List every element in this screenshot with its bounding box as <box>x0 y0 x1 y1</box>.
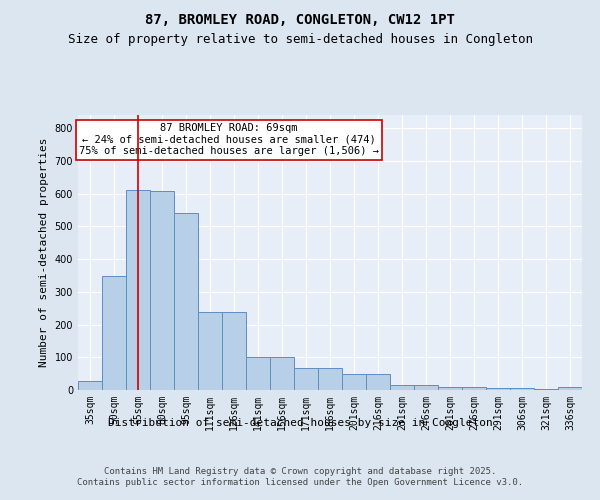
Bar <box>270 357 294 390</box>
Bar <box>366 374 390 390</box>
Bar <box>390 385 414 390</box>
Bar <box>438 386 462 390</box>
Text: Size of property relative to semi-detached houses in Congleton: Size of property relative to semi-detach… <box>67 32 533 46</box>
Bar <box>486 388 510 390</box>
Bar <box>174 213 198 390</box>
Bar <box>318 368 342 390</box>
Bar <box>222 312 246 390</box>
Bar <box>462 386 486 390</box>
Bar <box>126 190 150 390</box>
Bar <box>342 374 366 390</box>
Text: Distribution of semi-detached houses by size in Congleton: Distribution of semi-detached houses by … <box>107 418 493 428</box>
Bar <box>294 368 318 390</box>
Bar <box>78 381 102 390</box>
Y-axis label: Number of semi-detached properties: Number of semi-detached properties <box>39 138 49 367</box>
Bar <box>198 312 222 390</box>
Bar <box>246 356 270 390</box>
Bar <box>414 385 438 390</box>
Bar <box>510 388 534 390</box>
Text: Contains HM Land Registry data © Crown copyright and database right 2025.
Contai: Contains HM Land Registry data © Crown c… <box>77 468 523 487</box>
Bar <box>558 388 582 390</box>
Text: 87 BROMLEY ROAD: 69sqm
← 24% of semi-detached houses are smaller (474)
75% of se: 87 BROMLEY ROAD: 69sqm ← 24% of semi-det… <box>79 123 379 156</box>
Bar <box>102 276 126 390</box>
Text: 87, BROMLEY ROAD, CONGLETON, CW12 1PT: 87, BROMLEY ROAD, CONGLETON, CW12 1PT <box>145 12 455 26</box>
Bar <box>150 192 174 390</box>
